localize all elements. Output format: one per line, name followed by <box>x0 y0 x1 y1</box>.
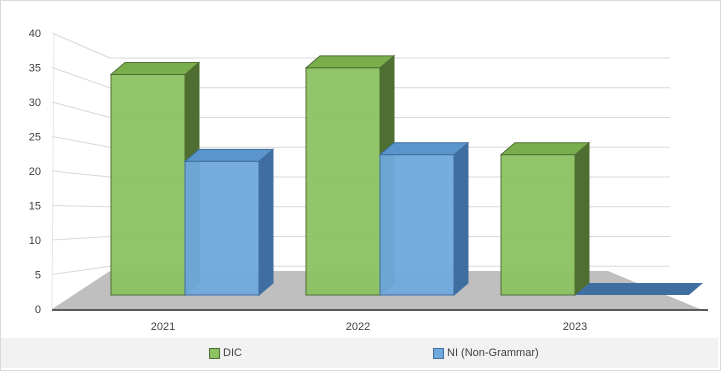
bar-dic-2021-top <box>109 62 201 76</box>
legend-label-dic: DIC <box>223 347 242 359</box>
bar-dic-2022-top <box>304 55 396 69</box>
bars-layer <box>109 54 703 297</box>
gridline-side <box>51 67 111 89</box>
gridline-side <box>51 32 111 59</box>
bar-ni-non-grammar--2021-side <box>258 148 274 297</box>
gridline-side <box>51 205 111 208</box>
y-tick-label: 25 <box>29 132 41 144</box>
bar-ni-non-grammar--2021-top <box>183 148 275 162</box>
y-tick-label: 5 <box>35 270 41 282</box>
x-tick-label: 2023 <box>563 321 587 333</box>
bar-dic-2021 <box>110 74 186 296</box>
y-tick-label: 0 <box>35 304 41 316</box>
bar-dic-2023-side <box>574 141 590 297</box>
y-tick-label: 20 <box>29 166 41 178</box>
gridline-side <box>51 101 111 118</box>
ticks-layer: 0 5 10 15 20 25 30 35 40 2021 2022 2023 <box>29 28 587 333</box>
bar-ni-non-grammar--2021 <box>184 160 260 296</box>
y-tick-label: 30 <box>29 97 41 109</box>
y-axis-line <box>51 32 55 310</box>
gridline-side <box>51 170 111 178</box>
bar-dic-2022 <box>305 67 381 296</box>
x-tick-label: 2022 <box>346 321 370 333</box>
bar-dic-2023-top <box>499 142 591 156</box>
bar-ni-non-grammar--2022-side <box>453 141 469 297</box>
legend-item-ni: NI (Non-Grammar) <box>433 347 539 359</box>
y-tick-label: 35 <box>29 63 41 75</box>
gridline-side <box>51 265 111 275</box>
x-tick-label: 2021 <box>151 321 175 333</box>
bar-ni-non-grammar--2022 <box>379 154 455 296</box>
y-tick-label: 40 <box>29 28 41 40</box>
legend-label-ni: NI (Non-Grammar) <box>447 347 539 359</box>
legend-swatch-dic <box>209 347 220 359</box>
bar-ni-non-grammar--2022-top <box>378 142 470 156</box>
y-tick-label: 15 <box>29 201 41 213</box>
y-tick-label: 10 <box>29 235 41 247</box>
legend: DIC NI (Non-Grammar) <box>1 338 718 368</box>
gridline-side <box>51 236 111 241</box>
legend-item-dic: DIC <box>209 347 242 359</box>
bar-ni-non-grammar--2023 <box>575 283 703 295</box>
bar-dic-2023 <box>500 154 576 296</box>
legend-swatch-ni <box>433 347 444 359</box>
gridline-side <box>51 136 111 148</box>
